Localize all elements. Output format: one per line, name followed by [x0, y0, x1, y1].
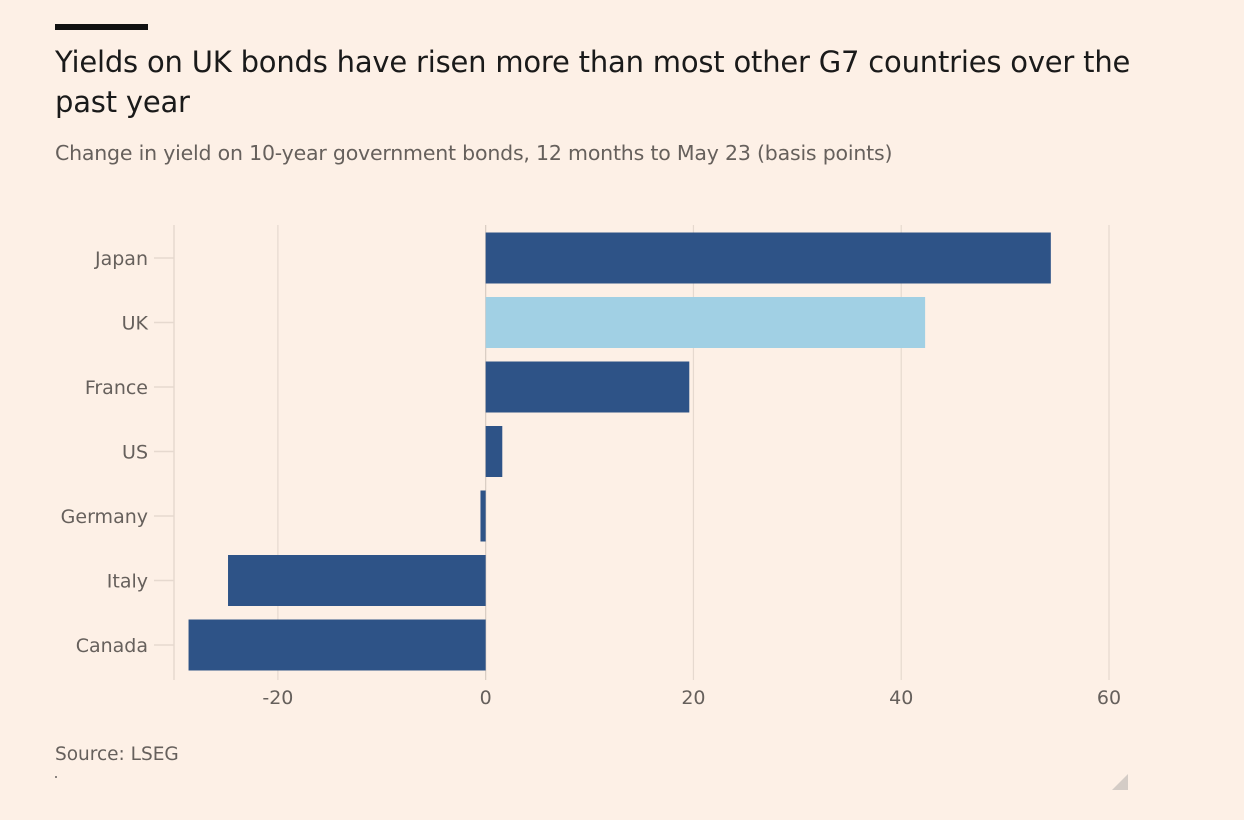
y-axis: Japan UK France US Germany Italy Canada	[61, 248, 174, 657]
x-axis: -20 0 20 40 60	[262, 687, 1121, 709]
bars	[188, 232, 1051, 671]
bar-uk	[485, 297, 926, 348]
x-tick-label: 60	[1097, 687, 1121, 709]
title-accent-rule	[55, 24, 148, 30]
source-note: Source: LSEG	[55, 744, 179, 765]
bar-us	[485, 426, 503, 477]
chart-subtitle: Change in yield on 10-year government bo…	[55, 141, 893, 165]
x-tick-label: 0	[480, 687, 492, 709]
y-tick-label: Germany	[61, 506, 148, 528]
y-tick-label: UK	[122, 313, 149, 335]
y-tick-label: Italy	[107, 571, 148, 593]
y-tick-label: Japan	[94, 248, 148, 270]
y-tick-label: Canada	[76, 635, 148, 657]
chart-title: Yields on UK bonds have risen more than …	[55, 45, 1131, 119]
y-tick-label: US	[122, 442, 148, 464]
y-tick-label: France	[85, 377, 148, 399]
footer-dot	[55, 776, 57, 778]
x-tick-label: 40	[889, 687, 913, 709]
x-tick-label: -20	[262, 687, 293, 709]
bar-japan	[485, 232, 1051, 284]
bar-france	[485, 361, 690, 413]
bar-canada	[188, 619, 486, 671]
bar-germany	[480, 490, 486, 542]
x-tick-label: 20	[681, 687, 705, 709]
bar-italy	[228, 555, 486, 606]
resize-corner-icon[interactable]	[1112, 774, 1128, 790]
gridlines	[173, 225, 1110, 680]
